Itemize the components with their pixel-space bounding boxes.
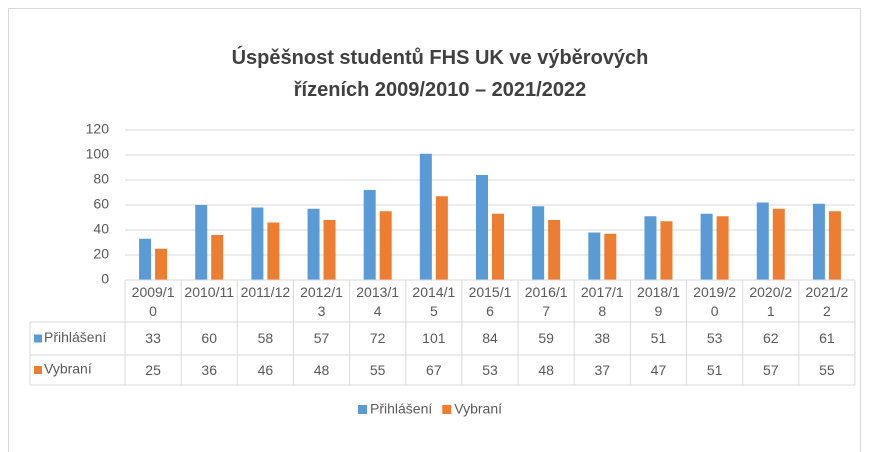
category-label: 2018/19 [637, 284, 680, 319]
category-label: 2017/18 [580, 284, 624, 319]
y-tick-label: 120 [86, 121, 110, 137]
table-series-name: Přihlášení [44, 329, 106, 345]
bar [139, 238, 152, 280]
category-label: 2020/21 [749, 284, 793, 319]
category-label: 2014/15 [412, 284, 456, 319]
category-label: 2015/16 [468, 284, 512, 319]
table-value: 55 [369, 362, 386, 378]
y-tick-label: 100 [86, 146, 110, 162]
bar [323, 220, 336, 280]
bar [644, 216, 657, 280]
legend-key [34, 366, 42, 374]
table-value: 53 [706, 330, 723, 346]
table-value: 47 [650, 362, 667, 378]
table-value: 38 [594, 330, 611, 346]
bar [548, 220, 561, 280]
bar [716, 216, 729, 280]
table-value: 67 [426, 362, 442, 378]
table-value: 33 [145, 330, 161, 346]
table-value: 60 [201, 330, 217, 346]
category-label: 2012/13 [300, 284, 343, 319]
table-value: 55 [819, 362, 835, 378]
table-value: 53 [482, 362, 498, 378]
y-tick-label: 40 [93, 221, 109, 237]
bar [588, 232, 601, 280]
table-value: 57 [762, 362, 779, 378]
category-label: 2013/14 [356, 284, 400, 319]
legend-key [358, 405, 367, 414]
table-value: 61 [819, 330, 835, 346]
category-label: 2019/20 [693, 284, 737, 319]
legend-key [442, 405, 452, 414]
bar [660, 221, 673, 280]
y-tick-label: 80 [93, 171, 109, 187]
table-value: 62 [762, 330, 779, 346]
bar [435, 196, 448, 280]
table-value: 48 [538, 362, 554, 378]
table-series-name: Vybraní [44, 361, 92, 377]
category-label: 2021/22 [805, 284, 849, 319]
bar [772, 208, 785, 280]
bar [532, 206, 545, 280]
table-value: 84 [482, 330, 498, 346]
table-value: 51 [650, 330, 667, 346]
bar [756, 202, 769, 280]
bar [363, 190, 376, 280]
y-tick-label: 0 [101, 271, 109, 287]
table-value: 59 [538, 330, 554, 346]
table-value: 36 [201, 362, 217, 378]
bar [251, 207, 264, 280]
bar [828, 211, 841, 280]
bar [492, 213, 504, 280]
legend-label: Přihlášení [370, 401, 432, 417]
table-value: 58 [257, 330, 274, 346]
chart-title: Úspěšnost studentů FHS UK ve výběrových … [231, 47, 649, 101]
table-value: 72 [369, 330, 386, 346]
table-value: 46 [257, 362, 274, 378]
bar [267, 222, 280, 280]
table-value: 51 [706, 362, 723, 378]
category-label: 2010/11 [184, 284, 234, 300]
bar [812, 203, 825, 280]
category-label: 2016/17 [524, 284, 568, 319]
legend-label: Vybraní [454, 401, 502, 417]
table-value: 48 [313, 362, 330, 378]
bar [604, 233, 617, 280]
y-tick-label: 20 [93, 246, 109, 262]
bar [379, 211, 392, 280]
table-value: 25 [145, 362, 161, 378]
bar [195, 205, 208, 280]
table-value: 101 [422, 330, 446, 346]
category-label: 2009/10 [131, 284, 175, 319]
y-tick-label: 60 [93, 196, 109, 212]
bar [419, 153, 432, 280]
bar [307, 208, 320, 280]
bar [211, 235, 224, 280]
bar [700, 213, 713, 280]
category-label: 2011/12 [240, 284, 291, 300]
bar [155, 248, 168, 280]
legend-key [34, 334, 42, 343]
table-value: 37 [594, 362, 611, 378]
table-value: 57 [313, 330, 330, 346]
chart-frame [8, 8, 861, 452]
bar [476, 175, 488, 280]
